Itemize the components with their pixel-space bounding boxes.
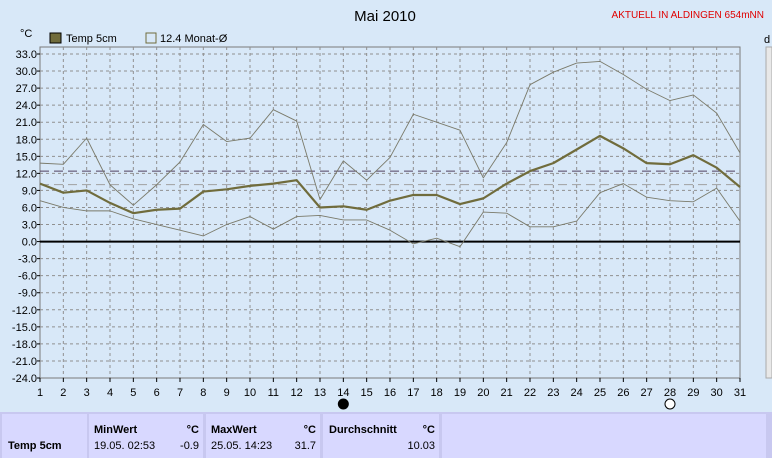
temperature-chart: Mai 2010 AKTUELL IN ALDINGEN 654mNN °C d…	[12, 8, 772, 410]
y-tick-label: 6.0	[22, 202, 37, 214]
y-tick-label: 9.0	[22, 185, 37, 197]
legend-label-temp: Temp 5cm	[66, 33, 117, 45]
min-temp-line	[39, 183, 741, 248]
x-tick-label: 7	[177, 387, 183, 399]
stats-row-label: Temp 5cm	[8, 440, 62, 452]
max-time: 25.05. 14:23	[211, 440, 273, 452]
x-tick-label: 9	[224, 387, 230, 399]
unit-label: °C	[20, 28, 32, 40]
x-tick-label: 24	[571, 387, 583, 399]
x-tick-label: 21	[501, 387, 513, 399]
x-tick-label: 11	[268, 387, 279, 399]
right-scroll-edge	[765, 46, 772, 379]
x-tick-label: 29	[687, 387, 699, 399]
legend-swatch-temp	[49, 32, 62, 44]
x-tick-label: 31	[734, 387, 746, 399]
x-tick-label: 10	[244, 387, 256, 399]
x-tick-label: 30	[711, 387, 723, 399]
x-tick-label: 22	[524, 387, 536, 399]
x-tick-label: 25	[594, 387, 606, 399]
y-tick-label: 18.0	[16, 134, 37, 146]
stats-row-label-cell: Temp 5cm	[2, 414, 87, 458]
x-tick-label: 8	[200, 387, 206, 399]
x-tick-label: 19	[454, 387, 466, 399]
y-tick-label: 33.0	[16, 49, 37, 61]
new-moon-icon	[337, 398, 349, 410]
y-tick-label: -9.0	[18, 288, 37, 300]
avg-value: 10.03	[407, 440, 435, 452]
legend-swatch-average	[145, 32, 157, 44]
x-tick-label: 20	[477, 387, 489, 399]
y-tick-label: 15.0	[16, 151, 37, 163]
x-tick-label: 18	[431, 387, 443, 399]
x-tick-label: 16	[384, 387, 396, 399]
y-tick-label: 12.0	[16, 168, 37, 180]
y-tick-label: -3.0	[18, 254, 37, 266]
max-label: MaxWert	[211, 424, 257, 436]
max-temp-line	[39, 60, 741, 206]
x-tick-label: 26	[617, 387, 629, 399]
y-tick-label: 30.0	[16, 66, 37, 78]
chart-area: Mai 2010 AKTUELL IN ALDINGEN 654mNN °C d…	[12, 8, 772, 410]
full-moon-icon	[664, 398, 676, 410]
x-tick-label: 15	[361, 387, 373, 399]
y-tick-label: 3.0	[22, 220, 37, 232]
stats-panel: Temp 5cm MinWert °C 19.05. 02:53 -0.9 Ma…	[0, 412, 772, 458]
min-time: 19.05. 02:53	[94, 440, 156, 452]
avg-label: Durchschnitt	[329, 424, 397, 436]
y-tick-label: 27.0	[16, 83, 37, 95]
max-unit: °C	[303, 424, 316, 436]
status-label: AKTUELL IN ALDINGEN 654mNN	[612, 10, 764, 21]
y-tick-label: -15.0	[12, 322, 37, 334]
x-tick-label: 28	[664, 387, 676, 399]
y-tick-label: -24.0	[12, 373, 37, 385]
x-tick-label: 1	[37, 387, 43, 399]
right-edge-label: d	[764, 34, 770, 46]
min-cell: MinWert °C 19.05. 02:53 -0.9	[89, 414, 203, 458]
x-tick-label: 3	[84, 387, 90, 399]
chart-title: Mai 2010	[354, 8, 416, 25]
x-tick-label: 5	[130, 387, 136, 399]
x-tick-label: 17	[407, 387, 419, 399]
y-tick-label: 0.0	[22, 237, 37, 249]
avg-cell: Durchschnitt °C 10.03	[323, 414, 439, 458]
y-tick-label: 24.0	[16, 100, 37, 112]
x-tick-label: 23	[547, 387, 559, 399]
y-tick-label: -12.0	[12, 305, 37, 317]
x-tick-label: 13	[314, 387, 326, 399]
y-tick-label: -6.0	[18, 271, 37, 283]
x-tick-label: 27	[641, 387, 653, 399]
temp-5cm-line	[39, 134, 741, 215]
max-value: 31.7	[294, 440, 316, 452]
y-tick-label: -21.0	[12, 356, 37, 368]
x-tick-label: 2	[60, 387, 66, 399]
x-tick-label: 14	[337, 387, 349, 399]
stats-empty-cell	[442, 414, 766, 458]
legend-label-average: 12.4 Monat-Ø	[160, 33, 228, 45]
avg-unit: °C	[422, 424, 435, 436]
x-tick-label: 4	[107, 387, 113, 399]
max-cell: MaxWert °C 25.05. 14:23 31.7	[206, 414, 320, 458]
y-tick-label: -18.0	[12, 339, 37, 351]
x-tick-label: 12	[291, 387, 303, 399]
x-tick-label: 6	[154, 387, 160, 399]
min-label: MinWert	[94, 424, 138, 436]
min-value: -0.9	[180, 440, 199, 452]
min-unit: °C	[186, 424, 199, 436]
y-tick-label: 21.0	[16, 117, 37, 129]
